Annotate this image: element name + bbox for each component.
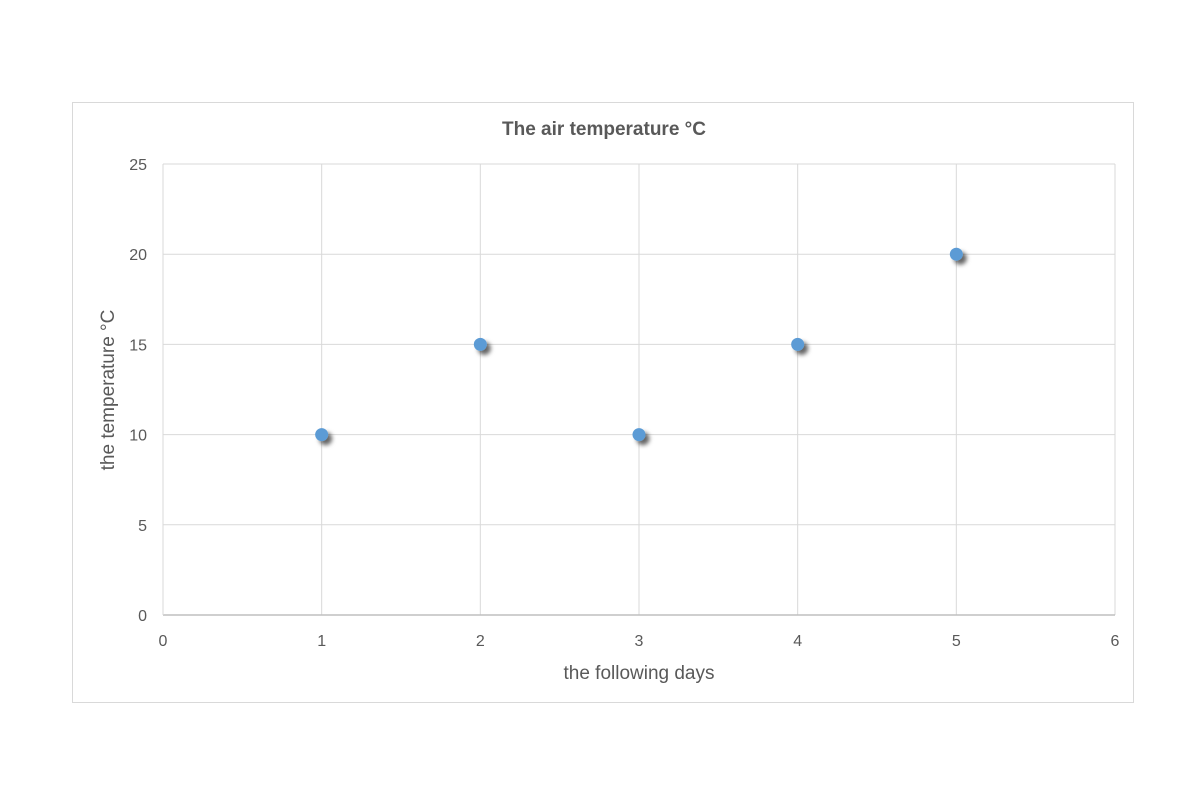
x-tick-label: 6: [1111, 633, 1120, 650]
x-axis-title: the following days: [563, 663, 714, 684]
y-tick-label: 15: [129, 337, 147, 354]
chart-area: 0 5 10 15 20 25 0 1 2 3 4 5 6 The air temperature °C…: [72, 102, 1134, 703]
y-tick-label: 20: [129, 247, 147, 264]
scatter-chart: 0 5 10 15 20 25 0 1 2 3 4 5 6 The air temperature °C…: [98, 119, 1120, 684]
y-axis-title: the temperature °C: [98, 310, 119, 471]
x-tick-label: 1: [317, 633, 326, 650]
x-tick-label: 2: [476, 633, 485, 650]
data-point: [473, 337, 487, 351]
data-point: [791, 337, 805, 351]
data-point: [949, 247, 963, 261]
y-tick-label: 0: [138, 608, 147, 625]
x-tick-label: 0: [159, 633, 168, 650]
y-tick-label: 5: [138, 518, 147, 535]
data-points: [315, 247, 963, 442]
y-tick-label: 25: [129, 157, 147, 174]
tick-labels: 0 5 10 15 20 25 0 1 2 3 4 5 6: [129, 157, 1119, 650]
data-point: [632, 428, 646, 442]
chart-title: The air temperature °C: [502, 119, 706, 140]
gridlines: [163, 163, 1116, 615]
axes: [162, 164, 1115, 616]
data-point: [315, 428, 329, 442]
x-tick-label: 5: [952, 633, 961, 650]
x-tick-label: 4: [793, 633, 802, 650]
y-tick-label: 10: [129, 428, 147, 445]
x-tick-label: 3: [635, 633, 644, 650]
